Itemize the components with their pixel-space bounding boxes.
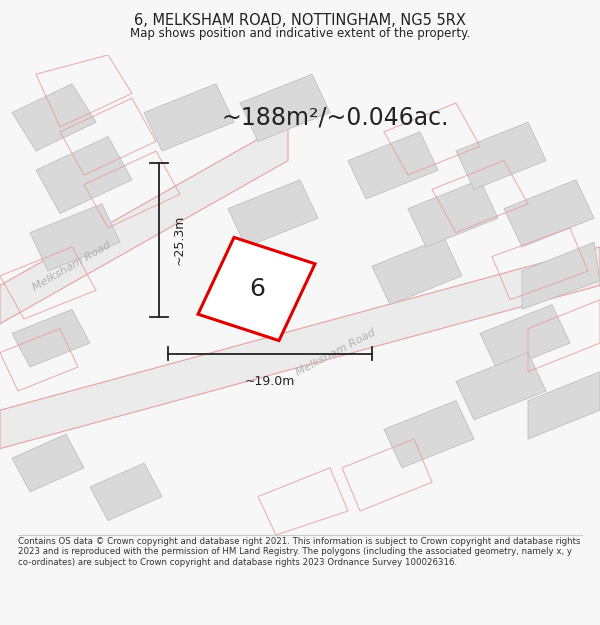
Polygon shape: [12, 309, 90, 367]
Text: Melksham Road: Melksham Road: [295, 328, 377, 378]
Polygon shape: [528, 372, 600, 439]
Text: Contains OS data © Crown copyright and database right 2021. This information is : Contains OS data © Crown copyright and d…: [18, 537, 581, 567]
Polygon shape: [456, 352, 546, 420]
Polygon shape: [408, 180, 498, 247]
Polygon shape: [504, 180, 594, 247]
Polygon shape: [12, 84, 96, 151]
Polygon shape: [210, 257, 300, 324]
Polygon shape: [372, 238, 462, 304]
Polygon shape: [198, 238, 315, 341]
Text: ~19.0m: ~19.0m: [245, 375, 295, 388]
Text: 6, MELKSHAM ROAD, NOTTINGHAM, NG5 5RX: 6, MELKSHAM ROAD, NOTTINGHAM, NG5 5RX: [134, 13, 466, 28]
Polygon shape: [384, 401, 474, 468]
Polygon shape: [0, 122, 288, 324]
Text: ~188m²/~0.046ac.: ~188m²/~0.046ac.: [222, 106, 449, 129]
Polygon shape: [480, 304, 570, 372]
Polygon shape: [240, 74, 330, 141]
Polygon shape: [12, 434, 84, 492]
Polygon shape: [522, 242, 600, 309]
Text: 6: 6: [249, 277, 265, 301]
Text: Map shows position and indicative extent of the property.: Map shows position and indicative extent…: [130, 28, 470, 40]
Polygon shape: [90, 463, 162, 521]
Polygon shape: [0, 247, 600, 449]
Polygon shape: [30, 204, 120, 271]
Text: Melksham Road: Melksham Road: [31, 240, 113, 292]
Polygon shape: [456, 122, 546, 189]
Polygon shape: [144, 84, 234, 151]
Polygon shape: [36, 137, 132, 213]
Text: ~25.3m: ~25.3m: [172, 214, 185, 265]
Polygon shape: [228, 180, 318, 247]
Polygon shape: [348, 132, 438, 199]
